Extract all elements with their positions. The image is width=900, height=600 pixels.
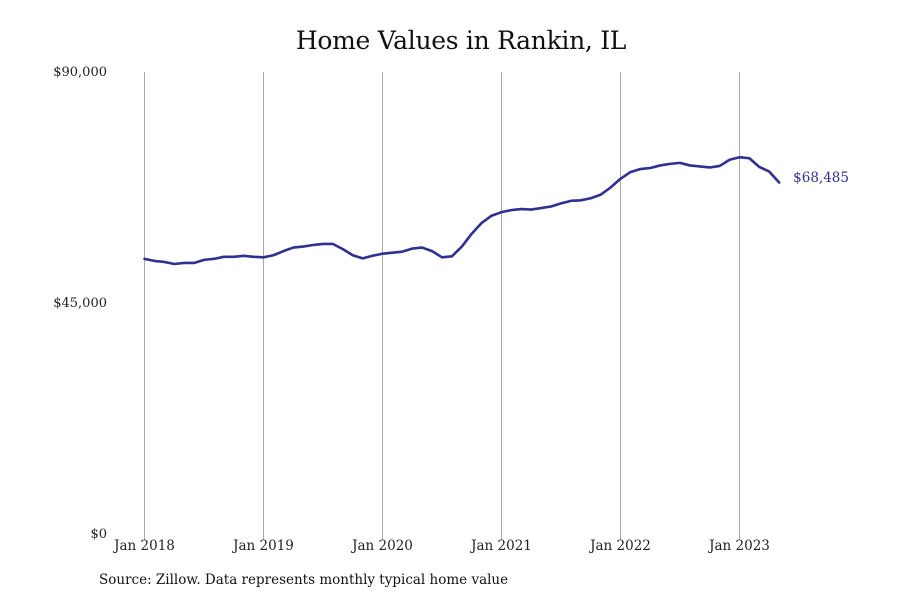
series-layer <box>143 155 781 266</box>
series-line <box>143 155 781 266</box>
x-axis-ticks: Jan 2018 Jan 2019 Jan 2020 Jan 2021 Jan 2022… <box>112 538 770 554</box>
end-value-label: $68,485 <box>793 170 849 186</box>
x-tick-label: Jan 2021 <box>469 538 532 554</box>
x-tick-label: Jan 2018 <box>112 538 175 554</box>
y-tick-label: $90,000 <box>53 65 107 80</box>
x-tick-label: Jan 2022 <box>588 538 651 554</box>
data-labels: $68,485 <box>793 170 849 186</box>
y-axis-ticks: $0 $45,000 $90,000 <box>53 65 107 542</box>
source-note: Source: Zillow. Data represents monthly … <box>99 572 509 588</box>
x-tick-label: Jan 2023 <box>707 538 770 554</box>
y-tick-label: $0 <box>90 527 107 542</box>
x-tick-label: Jan 2019 <box>231 538 294 554</box>
y-tick-label: $45,000 <box>53 296 107 311</box>
gridlines <box>144 72 740 540</box>
chart-title: Home Values in Rankin, IL <box>295 26 627 55</box>
x-tick-label: Jan 2020 <box>350 538 413 554</box>
